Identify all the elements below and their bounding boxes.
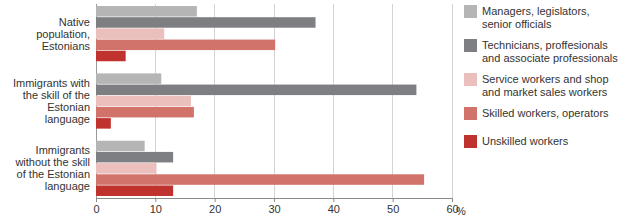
legend-label: Managers, legislators,senior officials — [482, 5, 590, 30]
tick: 0 — [93, 198, 99, 215]
grid-line — [214, 4, 215, 198]
chart: 0102030405060%Nativepopulation,Estonians… — [0, 0, 620, 219]
bar — [96, 73, 161, 84]
legend-label: Skilled workers, operators — [482, 107, 609, 119]
tick-label: 40 — [328, 203, 340, 215]
bar — [96, 40, 275, 51]
tick: 30 — [268, 198, 280, 215]
tick-mark — [393, 198, 394, 202]
bar — [96, 141, 145, 152]
bar — [96, 17, 316, 28]
tick-mark — [333, 198, 334, 202]
legend-swatch — [464, 107, 477, 120]
bar — [96, 163, 157, 174]
legend-label: Technicians, proffesionalsand associate … — [482, 39, 618, 64]
bar — [96, 152, 173, 163]
tick-mark — [274, 198, 275, 202]
tick: 10 — [150, 198, 162, 215]
tick-mark — [96, 198, 97, 202]
bar — [96, 96, 191, 107]
grid-line — [333, 4, 334, 198]
x-axis: 0102030405060 — [93, 198, 458, 215]
tick-mark — [155, 198, 156, 202]
grid — [96, 4, 452, 198]
tick: 40 — [328, 198, 340, 215]
tick-mark — [452, 198, 453, 202]
tick-label: Immigrants withthe skill of theEstonianl… — [13, 77, 90, 125]
tick: Nativepopulation,Estonians — [36, 16, 90, 52]
tick: Immigrants withthe skill of theEstonianl… — [13, 77, 90, 125]
bar — [96, 51, 126, 62]
tick-label: 0 — [93, 203, 99, 215]
tick-label: 20 — [209, 203, 221, 215]
legend-item: Technicians, proffesionalsand associate … — [464, 39, 618, 64]
bar — [96, 107, 194, 118]
axis-title: % — [456, 205, 466, 217]
legend-swatch — [464, 73, 477, 86]
bar — [96, 174, 424, 185]
legend-label: Service workers and shopand market sales… — [482, 73, 609, 98]
y-axis: Nativepopulation,Estonians Immigrants wit… — [13, 5, 97, 199]
grid-line — [274, 4, 275, 198]
tick: 50 — [387, 198, 399, 215]
tick-label: Nativepopulation,Estonians — [36, 16, 90, 52]
tick-label: 30 — [268, 203, 280, 215]
legend-swatch — [464, 5, 477, 18]
tick: 20 — [209, 198, 221, 215]
bar — [96, 6, 197, 17]
plot: 0102030405060%Nativepopulation,Estonians… — [13, 4, 466, 217]
tick-label: 50 — [387, 203, 399, 215]
bars — [96, 6, 424, 196]
bar — [96, 85, 416, 96]
tick-label: Immigrantswithout the skillof the Estoni… — [14, 144, 90, 192]
bar — [96, 28, 164, 39]
grid-line — [392, 4, 393, 198]
tick-label: 10 — [150, 203, 162, 215]
tick-mark — [215, 198, 216, 202]
legend-item: Service workers and shopand market sales… — [464, 73, 609, 98]
bar — [96, 118, 111, 129]
bar — [96, 185, 173, 196]
grid-line — [452, 4, 453, 198]
legend-swatch — [464, 39, 477, 52]
legend-label: Unskilled workers — [482, 135, 569, 147]
legend-item: Managers, legislators,senior officials — [464, 5, 590, 30]
legend-swatch — [464, 135, 477, 148]
tick: Immigrantswithout the skillof the Estoni… — [14, 144, 90, 192]
axis-line — [97, 199, 453, 203]
legend-item: Skilled workers, operators — [464, 107, 609, 120]
legend: Managers, legislators,senior officials Te… — [464, 5, 618, 148]
legend-item: Unskilled workers — [464, 135, 569, 148]
